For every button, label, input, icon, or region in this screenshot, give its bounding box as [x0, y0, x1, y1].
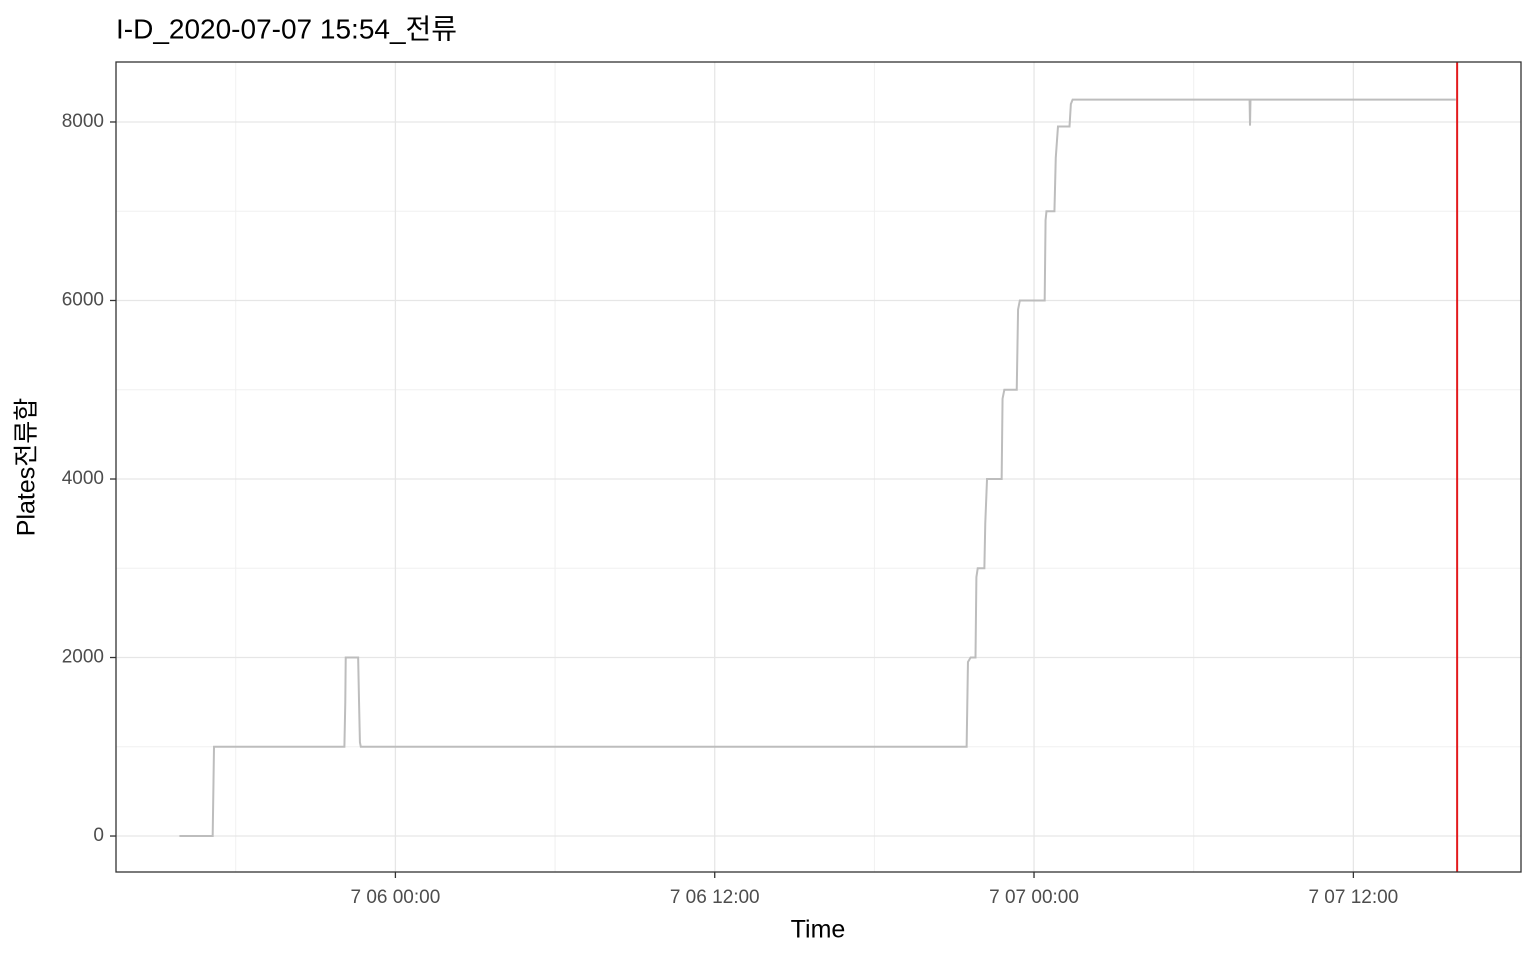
y-tick-label: 6000 — [62, 290, 104, 311]
y-axis-label: Plates전류합 — [13, 398, 41, 536]
data-line — [179, 98, 1456, 838]
panel-border — [115, 61, 1522, 873]
y-tick-label: 0 — [93, 825, 104, 846]
y-tick-label: 4000 — [62, 468, 104, 489]
y-tick-label: 2000 — [62, 647, 104, 668]
chart-title: I-D_2020-07-07 15:54_전류 — [116, 13, 457, 44]
x-tick-label: 7 06 00:00 — [350, 887, 440, 908]
x-tick-label: 7 07 00:00 — [989, 887, 1079, 908]
x-tick-label: 7 07 12:00 — [1308, 887, 1398, 908]
x-tick-label: 7 06 12:00 — [670, 887, 760, 908]
y-tick-label: 8000 — [62, 111, 104, 132]
x-axis-label: Time — [791, 916, 846, 944]
